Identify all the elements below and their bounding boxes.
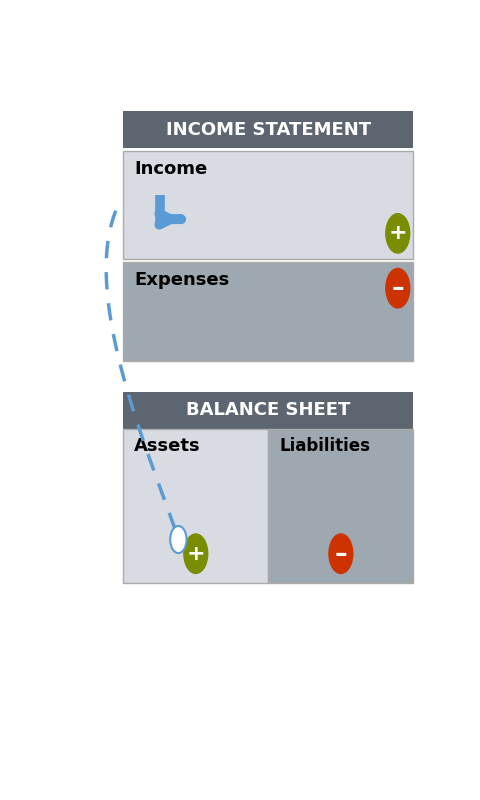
Text: INCOME STATEMENT: INCOME STATEMENT bbox=[166, 121, 371, 139]
Bar bbox=[123, 111, 413, 148]
Text: Expenses: Expenses bbox=[134, 270, 229, 289]
Bar bbox=[123, 392, 413, 429]
Circle shape bbox=[170, 526, 187, 553]
Bar bbox=[123, 151, 413, 259]
Text: BALANCE SHEET: BALANCE SHEET bbox=[186, 401, 350, 419]
Text: Liabilities: Liabilities bbox=[279, 437, 371, 455]
Text: +: + bbox=[186, 544, 205, 564]
Bar bbox=[268, 429, 413, 582]
Bar bbox=[123, 429, 268, 582]
Text: Income: Income bbox=[134, 160, 208, 178]
Text: –: – bbox=[335, 542, 347, 566]
Text: –: – bbox=[392, 276, 404, 300]
Bar bbox=[123, 262, 413, 361]
Circle shape bbox=[386, 269, 409, 308]
Circle shape bbox=[184, 534, 208, 574]
Circle shape bbox=[329, 534, 353, 574]
Circle shape bbox=[386, 214, 409, 253]
Text: Assets: Assets bbox=[134, 437, 201, 455]
Text: +: + bbox=[388, 223, 407, 243]
